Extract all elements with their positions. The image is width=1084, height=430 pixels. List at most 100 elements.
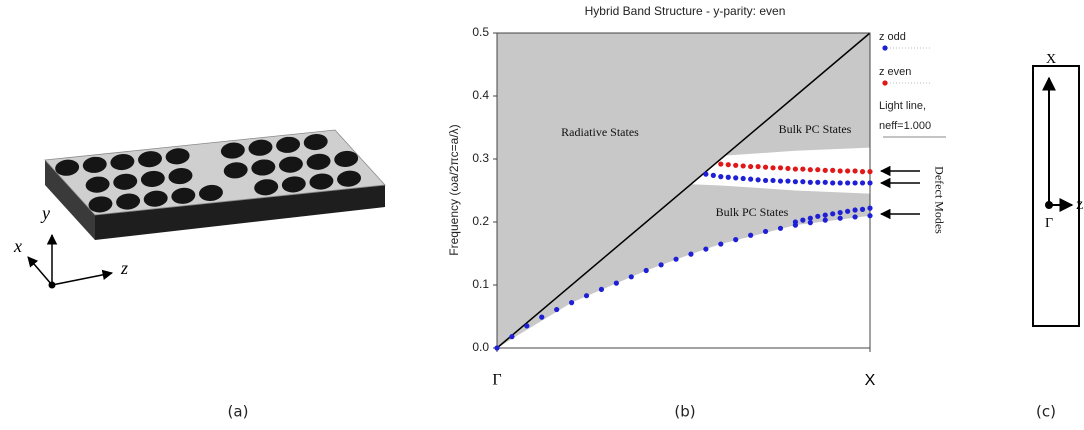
data-point (628, 274, 634, 280)
data-point (733, 237, 739, 243)
data-point (613, 280, 619, 286)
data-point (583, 293, 590, 299)
point-label: Z (1076, 198, 1083, 212)
hole (165, 148, 190, 165)
data-point (733, 162, 739, 168)
data-point (830, 211, 836, 217)
y-tick-label: 0.4 (472, 88, 489, 102)
data-point (762, 164, 769, 170)
data-point (859, 169, 866, 175)
data-point (859, 206, 866, 212)
data-point (852, 207, 858, 213)
data-point (852, 214, 858, 220)
data-point (792, 179, 799, 185)
hole (309, 173, 334, 190)
data-point (852, 168, 858, 174)
data-point (800, 179, 806, 185)
slab-drawing (44, 129, 386, 240)
hole (223, 162, 248, 179)
data-point (830, 180, 836, 186)
hole (198, 184, 223, 202)
brillouin-zone: X Γ Z (1032, 52, 1083, 327)
axis-letter: z (120, 258, 128, 278)
data-point (718, 161, 724, 167)
hole (334, 150, 359, 167)
annotation: Bulk PC States (779, 122, 852, 136)
data-point (837, 180, 843, 186)
point-label: X (1046, 52, 1056, 67)
data-point (509, 334, 515, 340)
data-point (785, 165, 791, 172)
data-point (830, 167, 836, 173)
data-point (762, 228, 769, 235)
hole (337, 170, 362, 187)
triad-z (51, 269, 114, 286)
hole (248, 139, 273, 156)
legend-entry: Light line, neff=1.000 (879, 96, 959, 136)
legend-label: Light line, neff=1.000 (879, 100, 932, 132)
data-point (822, 217, 828, 223)
legend-marker (882, 45, 888, 51)
band-region (497, 184, 870, 348)
annotation: Bulk PC States (716, 205, 789, 219)
hole (88, 196, 113, 213)
data-point (867, 205, 873, 211)
data-point (815, 167, 821, 173)
axis-letter: x (13, 236, 22, 256)
data-point (837, 209, 843, 216)
data-point (725, 162, 731, 168)
hole (276, 136, 301, 153)
data-point (807, 167, 813, 173)
data-point (740, 175, 746, 182)
panel-caption: (b) (674, 403, 695, 421)
data-point (815, 179, 821, 185)
hole (116, 193, 141, 210)
data-point (777, 165, 784, 171)
hole (113, 173, 138, 190)
y-tick-label: 0.2 (472, 214, 489, 228)
data-point (792, 219, 799, 225)
chart-title: Hybrid Band Structure - y-parity: even (585, 4, 786, 18)
data-point (539, 314, 545, 320)
hole (110, 153, 135, 171)
data-point (837, 168, 843, 174)
data-point (807, 215, 813, 221)
hole (278, 156, 303, 173)
data-point (822, 179, 828, 185)
data-point (770, 177, 776, 184)
y-tick-label: 0.1 (472, 277, 489, 291)
data-point (733, 175, 739, 181)
data-point (673, 256, 679, 262)
triad-origin (48, 281, 56, 289)
zone-boundary (1032, 65, 1080, 327)
hole (138, 151, 162, 168)
data-point (762, 177, 769, 184)
data-point (748, 232, 754, 238)
legend-label: z odd (879, 31, 906, 43)
slab-left-face (45, 160, 95, 240)
annotation: Radiative States (561, 125, 639, 139)
hole (143, 190, 168, 207)
data-point (837, 215, 843, 221)
hole (85, 176, 110, 193)
data-point (807, 220, 813, 226)
hole (281, 176, 306, 193)
y-tick-label: 0.3 (472, 151, 489, 165)
data-point (815, 213, 821, 219)
data-point (770, 165, 776, 171)
annotation: Defect Modes (932, 166, 946, 234)
data-point (748, 163, 754, 170)
x-tick-label: X (865, 372, 876, 389)
point-label: Γ (1045, 216, 1053, 231)
legend-marker (882, 80, 888, 86)
data-point (867, 180, 873, 186)
data-point (554, 306, 560, 313)
data-point (845, 168, 851, 174)
data-point (800, 166, 806, 172)
data-point (845, 180, 851, 186)
data-point (845, 208, 851, 214)
data-point (755, 177, 761, 183)
data-point (740, 163, 746, 169)
hole (220, 142, 245, 159)
